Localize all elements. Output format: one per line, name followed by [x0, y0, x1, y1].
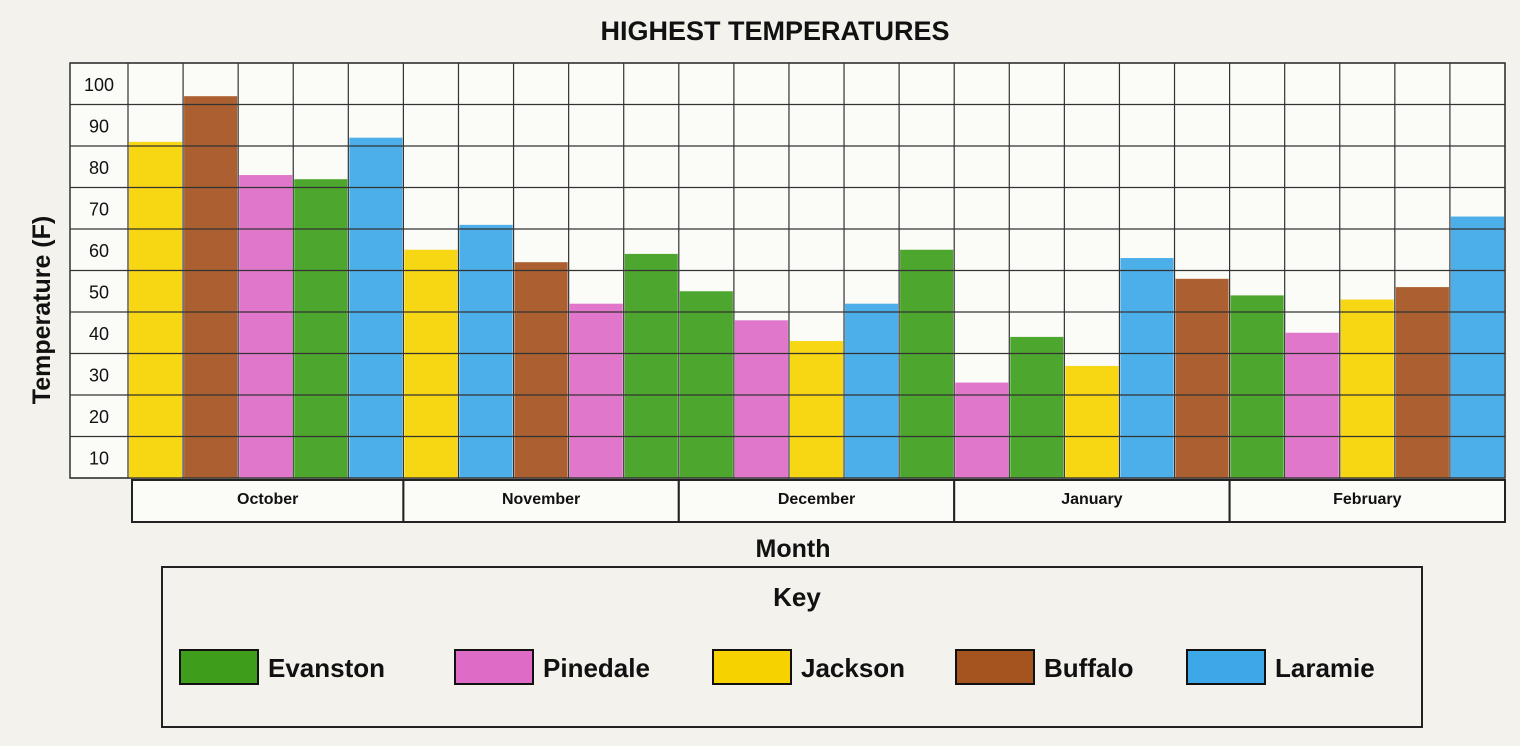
- x-axis-label: Month: [756, 535, 831, 563]
- bar-january-buffalo-4: [1175, 278, 1229, 478]
- y-tick-label: 90: [89, 117, 109, 137]
- bar-november-jackson-0: [404, 249, 458, 478]
- bar-december-pinedale-1: [734, 320, 788, 478]
- legend-label-evanston: Evanston: [268, 653, 385, 683]
- bars: [129, 96, 1504, 479]
- legend-label-buffalo: Buffalo: [1044, 653, 1134, 683]
- bar-february-buffalo-3: [1395, 287, 1449, 478]
- bar-february-jackson-2: [1340, 299, 1394, 478]
- bar-november-buffalo-2: [514, 262, 568, 478]
- legend-swatch-evanston: [179, 649, 259, 685]
- bar-november-evanston-4: [624, 253, 678, 478]
- bar-december-jackson-2: [789, 341, 844, 478]
- legend-swatch-laramie: [1186, 649, 1266, 685]
- month-box: [1228, 479, 1506, 523]
- x-tick-label: November: [502, 491, 580, 508]
- y-tick-label: 20: [89, 407, 109, 427]
- legend-box: [161, 566, 1423, 728]
- bar-february-evanston-0: [1230, 295, 1284, 478]
- y-tick-label: 60: [89, 241, 109, 261]
- legend-label-laramie: Laramie: [1275, 653, 1375, 683]
- bar-february-laramie-4: [1450, 216, 1504, 479]
- bar-october-pinedale-2: [239, 175, 293, 479]
- bar-december-laramie-3: [845, 303, 899, 478]
- bar-october-laramie-4: [349, 137, 403, 478]
- y-tick-label: 80: [89, 158, 109, 178]
- bar-november-laramie-1: [459, 224, 513, 478]
- y-tick-label: 50: [89, 283, 109, 303]
- gridlines: [70, 62, 1506, 479]
- legend-swatch-buffalo: [955, 649, 1035, 685]
- x-tick-label: February: [1333, 491, 1402, 508]
- legend-swatch-jackson: [712, 649, 792, 685]
- x-tick-label: December: [778, 491, 855, 508]
- bar-january-jackson-2: [1065, 365, 1119, 478]
- bar-october-evanston-3: [294, 179, 348, 478]
- x-tick-label: October: [237, 491, 298, 508]
- month-box: [677, 479, 956, 523]
- y-tick-label: 30: [89, 366, 109, 386]
- bar-december-evanston-4: [900, 249, 954, 478]
- bar-january-laramie-3: [1120, 258, 1174, 478]
- y-tick-label: 40: [89, 324, 109, 344]
- month-box: [131, 479, 405, 523]
- x-axis-months: October November December January February: [131, 479, 1506, 523]
- y-tick-label: 10: [89, 449, 109, 469]
- y-tick-label: 70: [89, 200, 109, 220]
- legend-label-jackson: Jackson: [801, 653, 905, 683]
- bar-january-evanston-1: [1010, 336, 1064, 478]
- y-axis-label: Temperature (F): [28, 216, 56, 404]
- legend-label-pinedale: Pinedale: [543, 653, 650, 683]
- bar-october-buffalo-1: [184, 96, 238, 478]
- bar-november-pinedale-3: [569, 303, 623, 478]
- legend: Evanston Pinedale Jackson Buffalo Laramie: [179, 649, 1375, 685]
- bar-january-pinedale-0: [955, 382, 1009, 478]
- legend-swatch-pinedale: [454, 649, 534, 685]
- bar-december-evanston-0: [679, 291, 733, 478]
- legend-title: Key: [773, 582, 821, 612]
- y-ticks: 100 90 80 70 60 50 40 30 20 10: [84, 75, 114, 469]
- chart-title: HIGHEST TEMPERATURES: [600, 16, 949, 46]
- bar-october-jackson-0: [129, 141, 183, 478]
- y-tick-label: 100: [84, 75, 114, 95]
- bar-february-pinedale-1: [1285, 332, 1339, 478]
- x-tick-label: January: [1061, 491, 1122, 508]
